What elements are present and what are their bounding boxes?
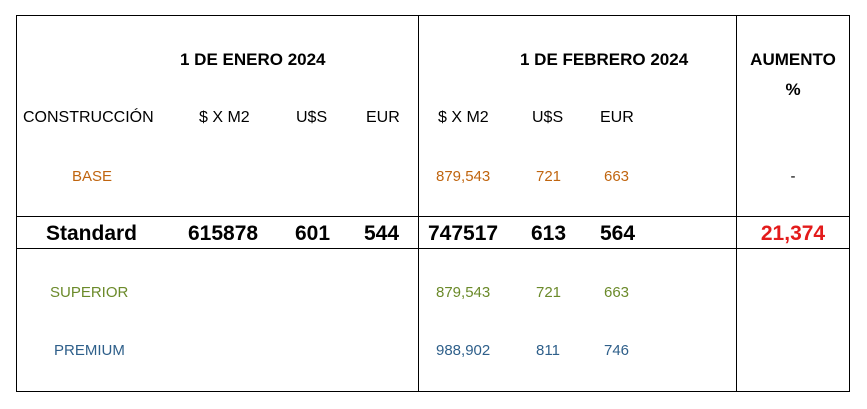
row-standard-price-m2-2: 747517: [428, 222, 499, 245]
increase-header-percent: %: [785, 80, 801, 99]
increase-header: AUMENTO: [750, 50, 836, 69]
row-superior-eur-2: 663: [604, 284, 630, 301]
row-base-eur-2: 663: [604, 168, 630, 185]
column-eur-1: EUR: [366, 109, 400, 126]
row-standard-usd-2: 613: [531, 222, 567, 245]
column-price-m2-1: $ X M2: [199, 109, 250, 126]
row-premium-eur-2: 746: [604, 342, 630, 359]
row-base-increase: -: [790, 168, 796, 185]
row-base-usd-2: 721: [536, 168, 562, 185]
period1-header: 1 DE ENERO 2024: [180, 50, 326, 69]
column-price-m2-2: $ X M2: [438, 109, 489, 126]
column-construction: CONSTRUCCIÓN: [23, 109, 154, 126]
row-standard-name: Standard: [46, 222, 138, 245]
row-superior-price-m2-2: 879,543: [436, 284, 491, 301]
row-superior-usd-2: 721: [536, 284, 562, 301]
row-base-name: BASE: [72, 168, 113, 185]
column-usd-2: U$S: [532, 109, 564, 126]
table-frame: [16, 15, 850, 392]
row-base-price-m2-2: 879,543: [436, 168, 491, 185]
row-premium-usd-2: 811: [536, 342, 560, 359]
row-standard-price-m2-1: 615878: [188, 222, 259, 245]
row-standard-eur-2: 564: [600, 222, 636, 245]
column-usd-1: U$S: [296, 109, 328, 126]
row-premium-name: PREMIUM: [54, 342, 125, 359]
row-standard-usd-1: 601: [295, 222, 331, 245]
row-standard-increase: 21,374: [760, 222, 826, 245]
period2-header: 1 DE FEBRERO 2024: [520, 50, 689, 69]
standard-row-top-rule: [16, 216, 850, 217]
divider-increase: [736, 15, 737, 392]
row-standard-eur-1: 544: [364, 222, 400, 245]
divider-period: [418, 15, 419, 392]
standard-row-bottom-rule: [16, 248, 850, 249]
row-superior-name: SUPERIOR: [50, 284, 129, 301]
column-eur-2: EUR: [600, 109, 634, 126]
row-premium-price-m2-2: 988,902: [436, 342, 491, 359]
